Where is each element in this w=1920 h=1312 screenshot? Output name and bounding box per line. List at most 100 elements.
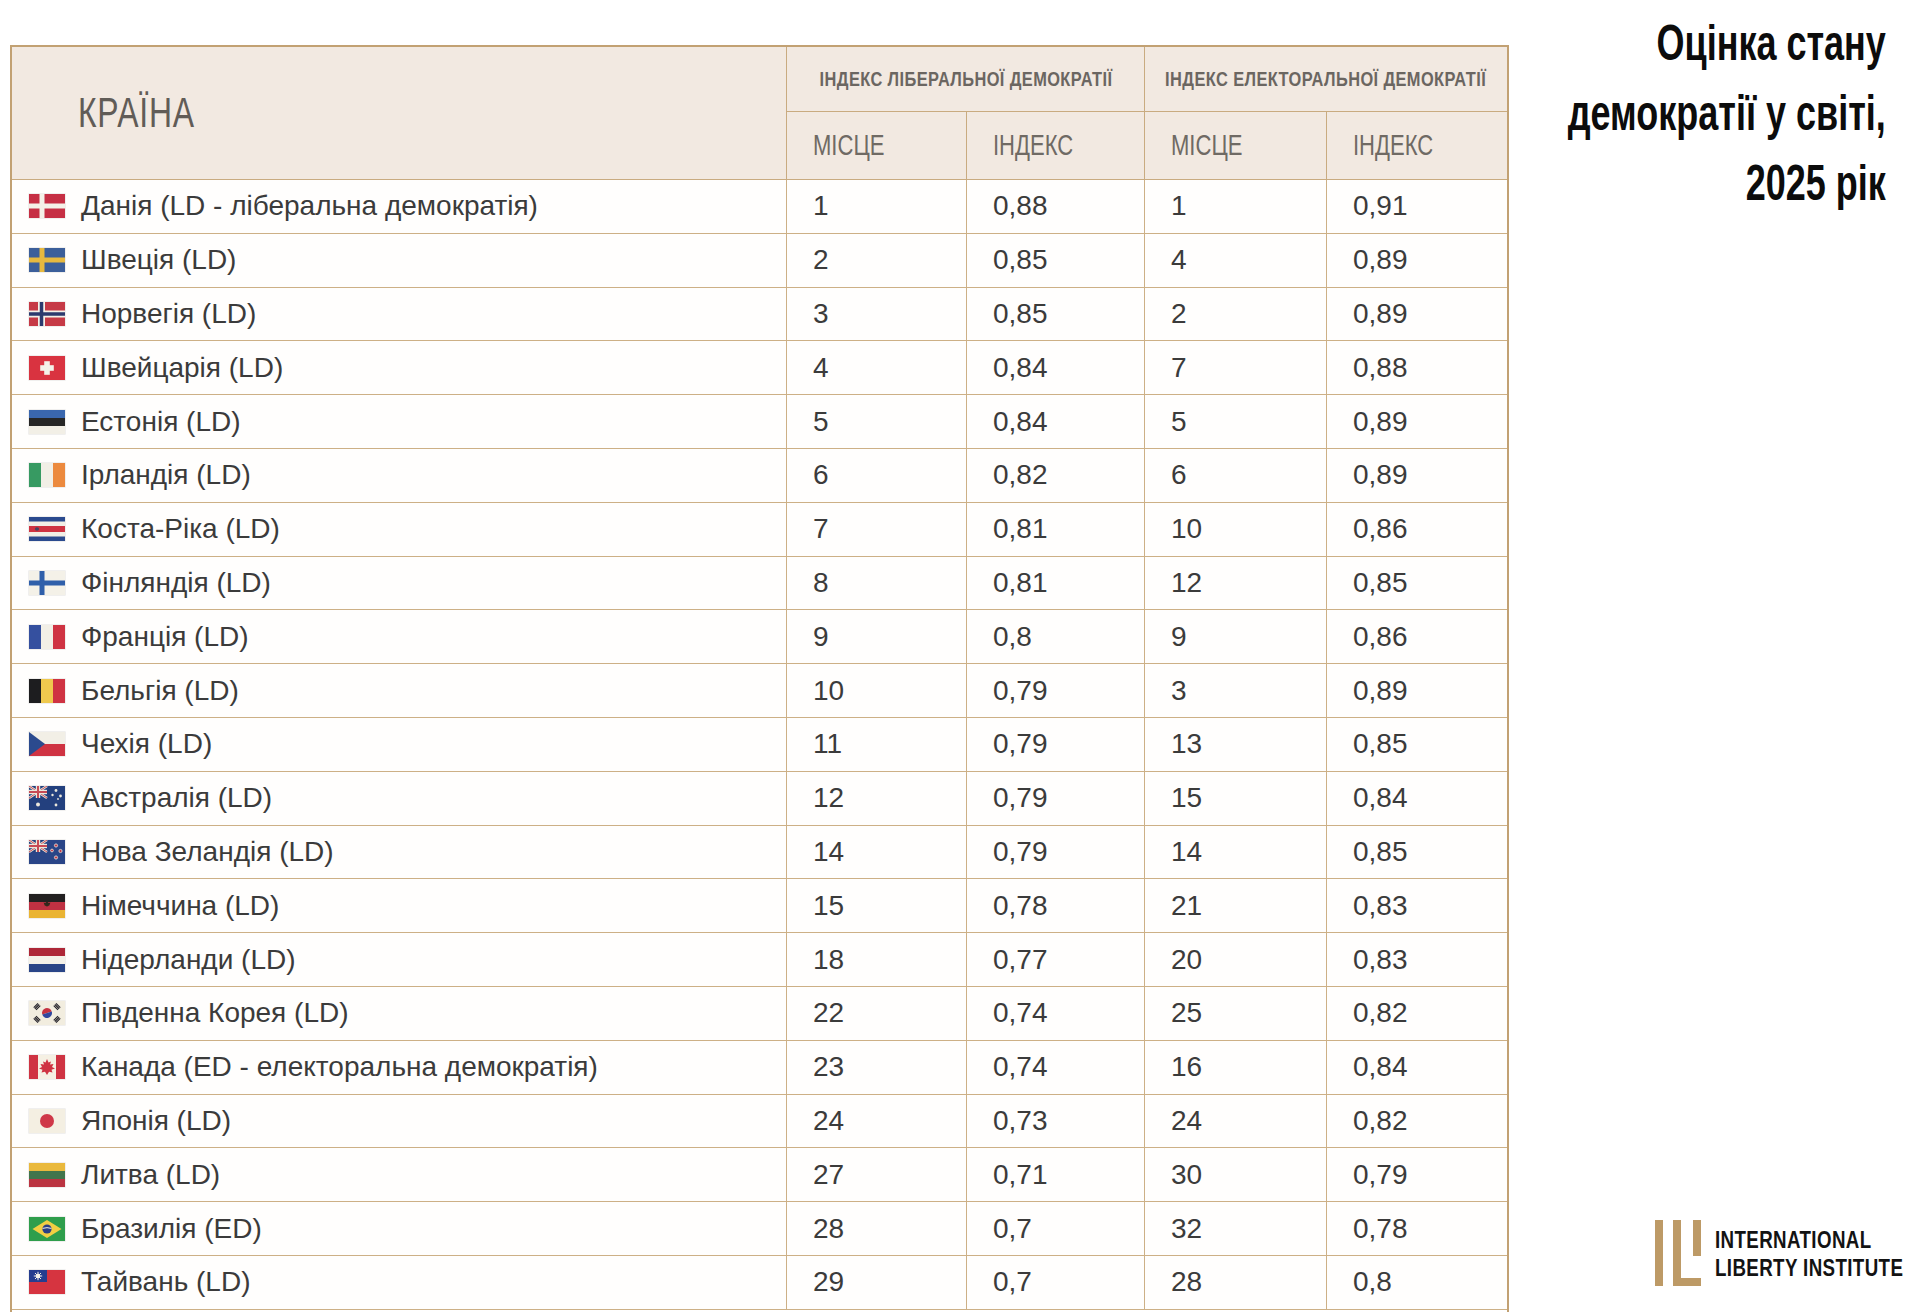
ld-index-cell: 0,88 (967, 180, 1145, 234)
ed-place-cell: 7 (1145, 341, 1327, 395)
table-header-ld-group: ІНДЕКС ЛІБЕРАЛЬНОЇ ДЕМОКРАТІЇ (787, 47, 1145, 112)
ed-index-cell: 0,82 (1327, 1095, 1507, 1149)
country-cell: Бельгія (LD) (12, 664, 787, 718)
country-cell: Чехія (LD) (12, 718, 787, 772)
ld-index-cell: 0,79 (967, 664, 1145, 718)
ld-index-cell: 0,74 (967, 987, 1145, 1041)
subheader-ld-index: ІНДЕКС (967, 112, 1145, 180)
ld-place-cell: 8 (787, 557, 967, 611)
ed-index-cell: 0,85 (1327, 718, 1507, 772)
flag-ee-icon (29, 410, 65, 434)
subheader-ed-index: ІНДЕКС (1327, 112, 1507, 180)
ed-place-cell: 30 (1145, 1148, 1327, 1202)
ed-index-cell: 0,86 (1327, 610, 1507, 664)
country-name: Литва (LD) (81, 1159, 220, 1191)
ed-place-cell: 20 (1145, 933, 1327, 987)
ld-index-cell: 0,84 (967, 395, 1145, 449)
ed-index-cell: 0,79 (1327, 1148, 1507, 1202)
ld-index-cell: 0,79 (967, 826, 1145, 880)
ed-place-cell: 21 (1145, 879, 1327, 933)
ed-place-cell: 9 (1145, 610, 1327, 664)
ed-index-cell: 0,89 (1327, 664, 1507, 718)
country-cell: Бразилія (ED) (12, 1202, 787, 1256)
country-cell: Литва (LD) (12, 1148, 787, 1202)
ed-index-cell: 0,78 (1327, 1202, 1507, 1256)
country-name: Німеччина (LD) (81, 890, 279, 922)
country-cell: Тайвань (LD) (12, 1256, 787, 1310)
ed-index-cell: 0,86 (1327, 503, 1507, 557)
logo-text: INTERNATIONAL LIBERTY INSTITUTE (1715, 1226, 1903, 1281)
ld-place-cell: 2 (787, 234, 967, 288)
ld-place-cell: 6 (787, 449, 967, 503)
country-name: Бразилія (ED) (81, 1213, 262, 1245)
flag-br-icon (29, 1217, 65, 1241)
country-name: Франція (LD) (81, 621, 249, 653)
flag-ch-icon (29, 356, 65, 380)
ld-index-cell: 0,7 (967, 1202, 1145, 1256)
ld-group-label: ІНДЕКС ЛІБЕРАЛЬНОЇ ДЕМОКРАТІЇ (819, 67, 1112, 91)
country-name: Нова Зеландія (LD) (81, 836, 334, 868)
ld-place-cell: 29 (787, 1256, 967, 1310)
ed-index-cell: 0,84 (1327, 1041, 1507, 1095)
country-cell: Австралія (LD) (12, 772, 787, 826)
country-name: Швейцарія (LD) (81, 352, 283, 384)
country-name: Нідерланди (LD) (81, 944, 296, 976)
ld-index-cell: 0,74 (967, 1041, 1145, 1095)
ld-index-cell: 0,7 (967, 1256, 1145, 1310)
ld-index-cell: 0,81 (967, 503, 1145, 557)
country-name: Тайвань (LD) (81, 1266, 250, 1298)
flag-cz-icon (29, 732, 65, 756)
country-name: Японія (LD) (81, 1105, 231, 1137)
flag-nz-icon (29, 840, 65, 864)
ld-place-cell: 14 (787, 826, 967, 880)
ld-place-cell: 3 (787, 288, 967, 342)
ed-index-cell: 0,83 (1327, 933, 1507, 987)
ld-place-cell: 15 (787, 879, 967, 933)
democracy-table: КРАЇНА ІНДЕКС ЛІБЕРАЛЬНОЇ ДЕМОКРАТІЇ ІНД… (10, 45, 1509, 1312)
country-cell: Нідерланди (LD) (12, 933, 787, 987)
ili-logo: INTERNATIONAL LIBERTY INSTITUTE (1655, 1220, 1920, 1286)
ed-index-cell: 0,85 (1327, 557, 1507, 611)
flag-fi-icon (29, 571, 65, 595)
title-line: демократії у світі, (1568, 78, 1886, 148)
ili-logo-mark-icon (1655, 1220, 1701, 1286)
country-name: Бельгія (LD) (81, 675, 239, 707)
flag-be-icon (29, 679, 65, 703)
flag-cr-icon (29, 517, 65, 541)
ed-index-cell: 0,89 (1327, 234, 1507, 288)
ed-index-cell: 0,85 (1327, 826, 1507, 880)
country-name: Естонія (LD) (81, 406, 241, 438)
ed-place-cell: 25 (1145, 987, 1327, 1041)
ld-index-cell: 0,77 (967, 933, 1145, 987)
ed-group-label: ІНДЕКС ЕЛЕКТОРАЛЬНОЇ ДЕМОКРАТІЇ (1166, 67, 1487, 91)
country-cell: Франція (LD) (12, 610, 787, 664)
ld-place-cell: 23 (787, 1041, 967, 1095)
ed-place-cell: 24 (1145, 1095, 1327, 1149)
ld-place-cell: 18 (787, 933, 967, 987)
ed-place-cell: 6 (1145, 449, 1327, 503)
ld-place-cell: 5 (787, 395, 967, 449)
country-name: Норвегія (LD) (81, 298, 256, 330)
flag-au-icon (29, 786, 65, 810)
ld-place-cell: 12 (787, 772, 967, 826)
country-cell: Японія (LD) (12, 1095, 787, 1149)
ld-place-cell: 10 (787, 664, 967, 718)
ld-place-cell: 22 (787, 987, 967, 1041)
ld-index-cell: 0,84 (967, 341, 1145, 395)
country-header-label: КРАЇНА (78, 89, 195, 137)
ed-index-cell: 0,89 (1327, 288, 1507, 342)
country-cell: Данія (LD - ліберальна демократія) (12, 180, 787, 234)
ld-place-cell: 9 (787, 610, 967, 664)
ld-place-cell: 7 (787, 503, 967, 557)
flag-ca-icon (29, 1055, 65, 1079)
flag-no-icon (29, 302, 65, 326)
ed-place-cell: 12 (1145, 557, 1327, 611)
country-cell: Південна Корея (LD) (12, 987, 787, 1041)
title-line: 2025 рік (1568, 148, 1886, 218)
flag-lt-icon (29, 1163, 65, 1187)
ed-place-cell: 32 (1145, 1202, 1327, 1256)
ed-place-cell: 1 (1145, 180, 1327, 234)
country-name: Чехія (LD) (81, 728, 212, 760)
ld-index-cell: 0,85 (967, 288, 1145, 342)
subheader-ld-place: МІСЦЕ (787, 112, 967, 180)
